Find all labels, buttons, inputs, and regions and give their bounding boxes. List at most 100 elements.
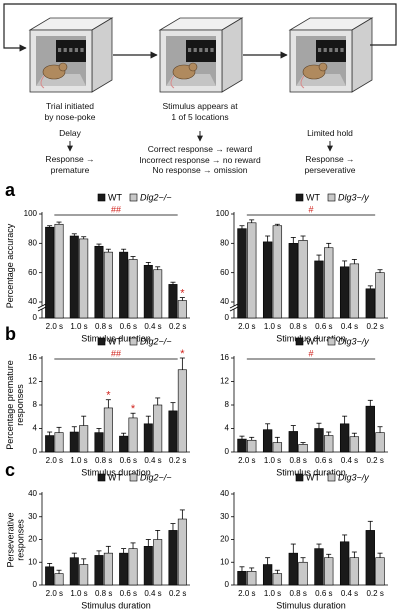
x-tick-label: 0.4 s	[144, 589, 161, 598]
y-tick-label: 60	[28, 268, 37, 277]
x-axis-label: Stimulus duration	[81, 600, 151, 610]
bar	[79, 425, 89, 453]
step-phase: Limited hold	[307, 128, 353, 138]
x-tick-label: 0.2 s	[169, 589, 186, 598]
x-tick-label: 0.2 s	[366, 456, 383, 465]
bar	[365, 288, 375, 319]
legend-swatch	[327, 193, 336, 202]
error-bar	[47, 562, 53, 567]
legend-label: Dlg2−/−	[140, 472, 172, 482]
bar	[153, 539, 163, 586]
bar	[103, 552, 113, 586]
significance-star: *	[131, 403, 136, 415]
axis-break-gap	[230, 306, 238, 309]
error-bar	[326, 431, 332, 436]
y-tick-label: 80	[220, 238, 229, 247]
bar	[168, 530, 178, 586]
bar	[237, 438, 247, 453]
aperture	[69, 48, 73, 52]
bar	[375, 272, 385, 319]
bar	[153, 269, 163, 319]
x-tick-label: 0.8 s	[289, 322, 306, 331]
error-bar	[130, 256, 136, 260]
y-tick-label: 10	[28, 557, 37, 566]
error-bar	[47, 431, 53, 436]
y-tick-label: 40	[220, 297, 229, 306]
error-bar	[130, 542, 136, 549]
error-bar	[239, 435, 245, 440]
aperture	[80, 48, 84, 52]
bar	[298, 444, 308, 453]
significance: ##	[111, 204, 121, 214]
error-bar	[249, 219, 255, 223]
bar	[119, 552, 129, 586]
chamber	[288, 17, 374, 93]
x-axis-label: Stimulus duration	[276, 467, 346, 477]
error-bar	[326, 242, 332, 248]
bar	[365, 405, 375, 453]
y-tick-label: 40	[220, 489, 229, 498]
x-tick-label: 0.4 s	[341, 456, 358, 465]
x-tick-label: 0.6 s	[315, 322, 332, 331]
error-bar	[179, 357, 185, 370]
error-bar	[367, 285, 373, 289]
legend-label: WT	[108, 336, 122, 346]
mouse-tail	[170, 75, 175, 89]
error-bar	[249, 436, 255, 441]
bar	[143, 265, 153, 319]
bar	[128, 417, 138, 453]
legend-label: Dlg2−/−	[140, 336, 172, 346]
error-bar	[81, 236, 87, 239]
error-bar	[300, 442, 306, 445]
y-tick-label: 100	[24, 209, 38, 218]
axis-break	[229, 306, 239, 312]
error-bar	[105, 248, 111, 253]
y-tick-label: 12	[28, 377, 37, 386]
bar	[177, 300, 187, 319]
bar	[349, 436, 360, 453]
bar	[79, 564, 89, 586]
x-tick-label: 2.0 s	[46, 456, 63, 465]
error-bar	[155, 266, 161, 270]
error-bar	[377, 426, 383, 433]
x-axis-label: Stimulus duration	[81, 333, 151, 343]
y-tick-label: 0	[225, 313, 230, 322]
legend-label: WT	[306, 192, 320, 202]
error-bar	[265, 557, 271, 565]
error-bar	[351, 432, 357, 437]
bar	[94, 432, 104, 453]
error-bar	[326, 553, 332, 558]
significance-star: *	[180, 348, 185, 360]
x-tick-label: 1.0 s	[70, 456, 87, 465]
x-tick-label: 0.6 s	[315, 589, 332, 598]
x-axis-label: Stimulus duration	[81, 467, 151, 477]
y-tick-label: 16	[28, 353, 37, 362]
bar	[128, 548, 138, 586]
error-bar	[96, 428, 102, 433]
error-bar	[105, 399, 111, 408]
aperture	[318, 48, 322, 52]
y-tick-label: 16	[220, 353, 229, 362]
y-axis-label: Percentage premature responses	[5, 360, 25, 450]
aperture	[58, 48, 62, 52]
bar	[103, 251, 113, 319]
error-bar	[170, 281, 176, 285]
bar	[247, 222, 257, 319]
error-bar	[239, 225, 245, 229]
x-tick-label: 0.4 s	[341, 589, 358, 598]
error-bar	[351, 259, 357, 264]
x-tick-label: 2.0 s	[238, 322, 255, 331]
error-bar	[56, 569, 62, 574]
legend-swatch	[129, 337, 138, 346]
bar	[272, 573, 283, 586]
y-tick-label: 4	[33, 424, 38, 433]
error-bar	[342, 415, 348, 424]
bar	[324, 435, 334, 453]
y-tick-label: 40	[28, 489, 37, 498]
bar	[94, 245, 104, 319]
aperture	[204, 48, 208, 52]
aperture	[199, 48, 203, 52]
bar	[288, 552, 298, 586]
bar	[314, 260, 324, 319]
bar	[247, 439, 257, 453]
